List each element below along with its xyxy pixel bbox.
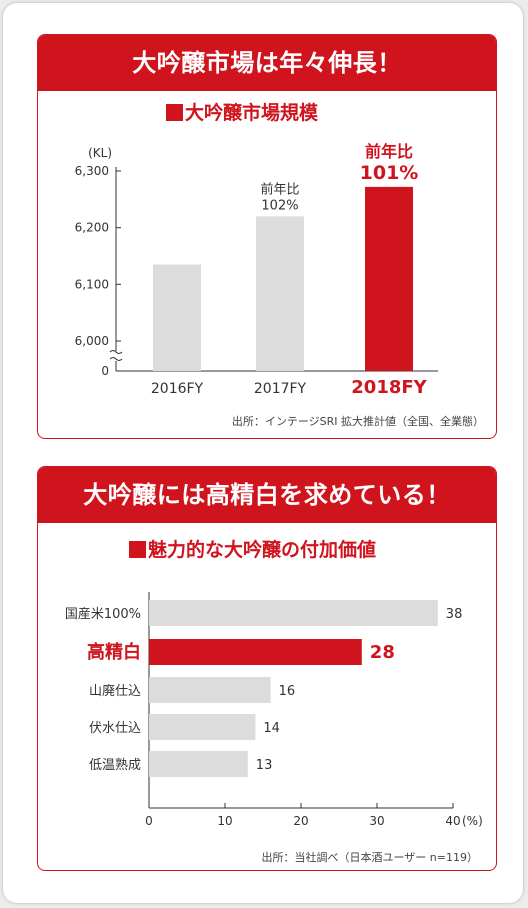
x-tick-label: 20	[293, 814, 308, 828]
x-tick-label: 2016FY	[151, 381, 204, 397]
chart-title-value: 魅力的な大吟醸の付加価値	[129, 535, 376, 562]
value-label: 38	[446, 607, 463, 622]
bar-2018fy	[365, 186, 413, 371]
square-bullet-icon	[166, 104, 183, 121]
y-tick-label: 6,000	[75, 334, 109, 348]
x-tick-label: 2018FY	[351, 377, 427, 398]
infographic-card: 大吟醸市場は年々伸長！ 大吟醸市場規模 (KL) 6,000 6,100 6,200 6…	[3, 3, 523, 903]
value-add-panel: 大吟醸には高精白を求めている！ 魅力的な大吟醸の付加価値 0 10 20 30 40 (%…	[37, 466, 497, 871]
x-unit-label: (%)	[462, 814, 483, 828]
value-add-chart: 0 10 20 30 40 (%) 国産米100% 38 高精白 28 山廃仕込 16 伏水仕込 14 低温…	[65, 592, 483, 828]
market-size-chart: (KL) 6,000 6,100 6,200 6,300 0 2016FY 2017FY 201…	[75, 142, 438, 398]
source-note-value: 出所：当社調べ（日本酒ユーザー n=119）	[261, 851, 478, 864]
x-tick-label: 0	[145, 814, 153, 828]
x-tick-label: 40	[445, 814, 460, 828]
chart-title-market: 大吟醸市場規模	[166, 98, 318, 125]
annotation-yoy-label: 前年比	[365, 142, 413, 161]
market-size-panel: 大吟醸市場は年々伸長！ 大吟醸市場規模 (KL) 6,000 6,100 6,200 6…	[37, 34, 497, 439]
category-label: 低温熟成	[89, 757, 141, 773]
x-tick-label: 10	[217, 814, 232, 828]
bar-3	[149, 677, 271, 703]
chart-title-market-text: 大吟醸市場規模	[185, 102, 319, 124]
y-tick-label: 6,300	[75, 164, 109, 178]
y-baseline-label: 0	[101, 364, 109, 378]
category-label: 高精白	[87, 641, 141, 663]
square-bullet-icon	[129, 541, 146, 558]
bar-4	[149, 714, 256, 740]
y-tick-label: 6,100	[75, 277, 109, 291]
source-note-market: 出所：インテージSRI 拡大推計値（全国、全業態）	[231, 415, 484, 428]
bar-2017fy	[256, 216, 304, 371]
bar-2016fy	[153, 264, 201, 371]
x-tick-label: 2017FY	[254, 381, 307, 397]
axis-break-icon	[109, 350, 123, 361]
value-label: 14	[263, 721, 280, 736]
value-label: 13	[256, 758, 273, 773]
value-label: 28	[370, 642, 395, 663]
bar-5	[149, 751, 248, 777]
y-unit-label: (KL)	[88, 146, 112, 160]
annotation-yoy-value: 101%	[360, 162, 419, 184]
annotation-yoy-label: 前年比	[260, 181, 299, 197]
panel-header-market: 大吟醸市場は年々伸長！	[38, 35, 496, 91]
annotation-yoy-value: 102%	[261, 198, 298, 213]
y-tick-label: 6,200	[75, 221, 109, 235]
x-tick-label: 30	[369, 814, 384, 828]
category-label: 国産米100%	[65, 606, 141, 622]
value-label: 16	[279, 684, 296, 699]
category-label: 伏水仕込	[89, 721, 141, 736]
category-label: 山廃仕込	[89, 683, 141, 699]
bar-1	[149, 600, 438, 626]
chart-title-value-text: 魅力的な大吟醸の付加価値	[148, 539, 377, 561]
bar-2	[149, 639, 362, 665]
panel-header-value: 大吟醸には高精白を求めている！	[38, 467, 496, 523]
